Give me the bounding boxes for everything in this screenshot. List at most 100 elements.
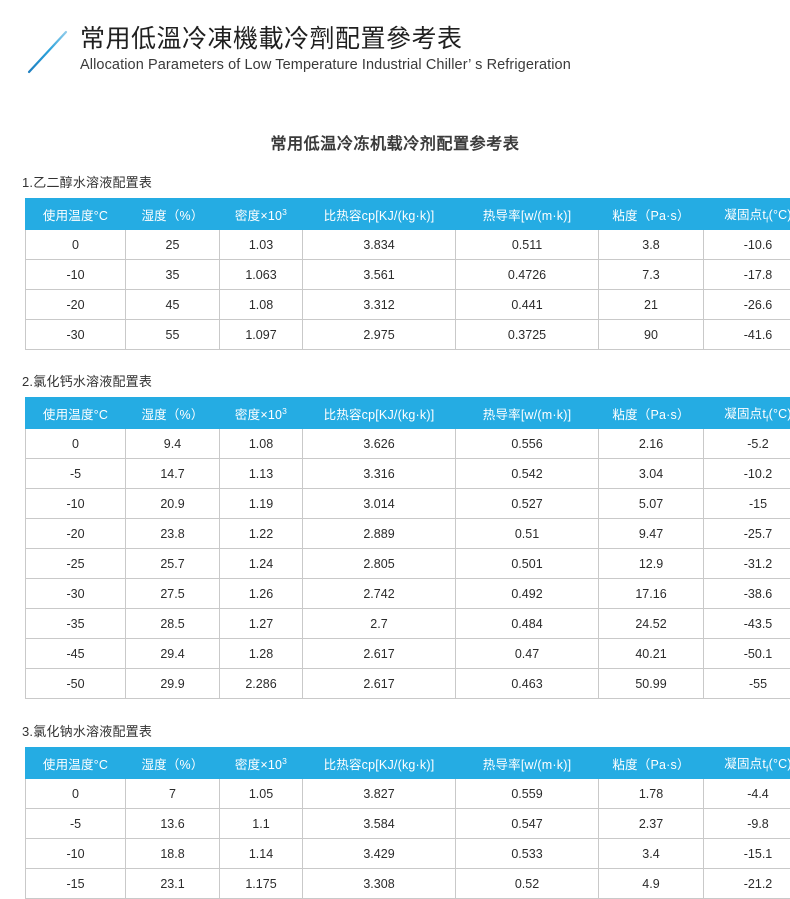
table-cell: 0.3725 [456, 320, 599, 350]
table-cell: -15.1 [704, 839, 790, 869]
section-sodium-chloride: 3.氯化钠水溶液配置表 使用温度°C 湿度（%） 密度×103 比热容cp[KJ… [0, 721, 790, 899]
table-cell: -43.5 [704, 609, 790, 639]
table-cell: 7.3 [599, 260, 704, 290]
table-cell: 0.484 [456, 609, 599, 639]
table-cell: 25.7 [126, 549, 220, 579]
table-cell: 55 [126, 320, 220, 350]
column-header-temperature: 使用温度°C [26, 199, 126, 230]
freezing-unit: (°C) [769, 407, 790, 421]
table-cell: -20 [26, 519, 126, 549]
density-exponent: 3 [282, 206, 287, 216]
table-cell: -30 [26, 579, 126, 609]
column-header-freezing-point: 凝固点tf(°C) [704, 398, 790, 429]
table-cell: 3.014 [303, 489, 456, 519]
table-cell: 0.527 [456, 489, 599, 519]
freezing-label: 凝固点t [724, 757, 766, 771]
table-cell: 28.5 [126, 609, 220, 639]
table-cell: 3.04 [599, 459, 704, 489]
table-cell: 0.533 [456, 839, 599, 869]
table-cell: 0.4726 [456, 260, 599, 290]
page-title: 常用低温冷冻机载冷剂配置参考表 [0, 130, 790, 154]
table-cell: -10 [26, 839, 126, 869]
table-cell: 1.097 [220, 320, 303, 350]
table-cell: 18.8 [126, 839, 220, 869]
table-cell: 29.9 [126, 669, 220, 699]
column-header-density: 密度×103 [220, 748, 303, 779]
table-cell: -30 [26, 320, 126, 350]
table-cell: 0.52 [456, 869, 599, 899]
table-cell: 7 [126, 779, 220, 809]
table-cell: 0.542 [456, 459, 599, 489]
header-text-block: 常用低溫冷凍機載冷劑配置參考表 Allocation Parameters of… [80, 24, 571, 75]
column-header-temperature: 使用温度°C [26, 398, 126, 429]
table-cell: 1.175 [220, 869, 303, 899]
table-cell: -5 [26, 459, 126, 489]
table-cell: 0.547 [456, 809, 599, 839]
table-cell: 12.9 [599, 549, 704, 579]
density-label: 密度×10 [235, 209, 282, 223]
page-header: 常用低溫冷凍機載冷劑配置參考表 Allocation Parameters of… [0, 0, 790, 78]
table-cell: 24.52 [599, 609, 704, 639]
table-cell: 0.501 [456, 549, 599, 579]
table-cell: -35 [26, 609, 126, 639]
table-cell: 1.27 [220, 609, 303, 639]
table-cell: 0.463 [456, 669, 599, 699]
table-cell: 4.9 [599, 869, 704, 899]
table-cell: -20 [26, 290, 126, 320]
table-cell: -15 [704, 489, 790, 519]
column-header-density: 密度×103 [220, 199, 303, 230]
column-header-temperature: 使用温度°C [26, 748, 126, 779]
density-label: 密度×10 [235, 408, 282, 422]
table-cell: 20.9 [126, 489, 220, 519]
table-cell: -55 [704, 669, 790, 699]
table-cell: -26.6 [704, 290, 790, 320]
column-header-viscosity: 粘度（Pa·s） [599, 199, 704, 230]
density-label: 密度×10 [235, 758, 282, 772]
table-cell: -4.4 [704, 779, 790, 809]
table-cell: 2.617 [303, 639, 456, 669]
parameters-table: 使用温度°C 湿度（%） 密度×103 比热容cp[KJ/(kg·k)] 热导率… [25, 397, 790, 699]
table-cell: 3.561 [303, 260, 456, 290]
table-cell: 25 [126, 230, 220, 260]
table-cell: 3.8 [599, 230, 704, 260]
table-header-row: 使用温度°C 湿度（%） 密度×103 比热容cp[KJ/(kg·k)] 热导率… [26, 748, 790, 779]
column-header-humidity: 湿度（%） [126, 199, 220, 230]
table-cell: -10.6 [704, 230, 790, 260]
table-cell: 9.4 [126, 429, 220, 459]
column-header-humidity: 湿度（%） [126, 748, 220, 779]
table-cell: 1.05 [220, 779, 303, 809]
table-cell: 3.308 [303, 869, 456, 899]
table-cell: 2.286 [220, 669, 303, 699]
column-header-conductivity: 热导率[w/(m·k)] [456, 199, 599, 230]
density-exponent: 3 [282, 405, 287, 415]
table-cell: 1.22 [220, 519, 303, 549]
table-cell: -50.1 [704, 639, 790, 669]
column-header-viscosity: 粘度（Pa·s） [599, 398, 704, 429]
table-cell: 2.975 [303, 320, 456, 350]
table-cell: 40.21 [599, 639, 704, 669]
table-cell: 50.99 [599, 669, 704, 699]
table-cell: 1.19 [220, 489, 303, 519]
section-ethylene-glycol: 1.乙二醇水溶液配置表 使用温度°C 湿度（%） 密度×103 比热容cp[KJ… [0, 172, 790, 350]
table-cell: -25.7 [704, 519, 790, 549]
table-cell: 2.37 [599, 809, 704, 839]
table-cell: 3.827 [303, 779, 456, 809]
section-label: 1.乙二醇水溶液配置表 [22, 172, 790, 191]
column-header-freezing-point: 凝固点tf(°C) [704, 748, 790, 779]
table-cell: 3.584 [303, 809, 456, 839]
table-header-row: 使用温度°C 湿度（%） 密度×103 比热容cp[KJ/(kg·k)] 热导率… [26, 199, 790, 230]
table-cell: 0.559 [456, 779, 599, 809]
parameters-table: 使用温度°C 湿度（%） 密度×103 比热容cp[KJ/(kg·k)] 热导率… [25, 747, 790, 899]
column-header-freezing-point: 凝固点tf(°C) [704, 199, 790, 230]
